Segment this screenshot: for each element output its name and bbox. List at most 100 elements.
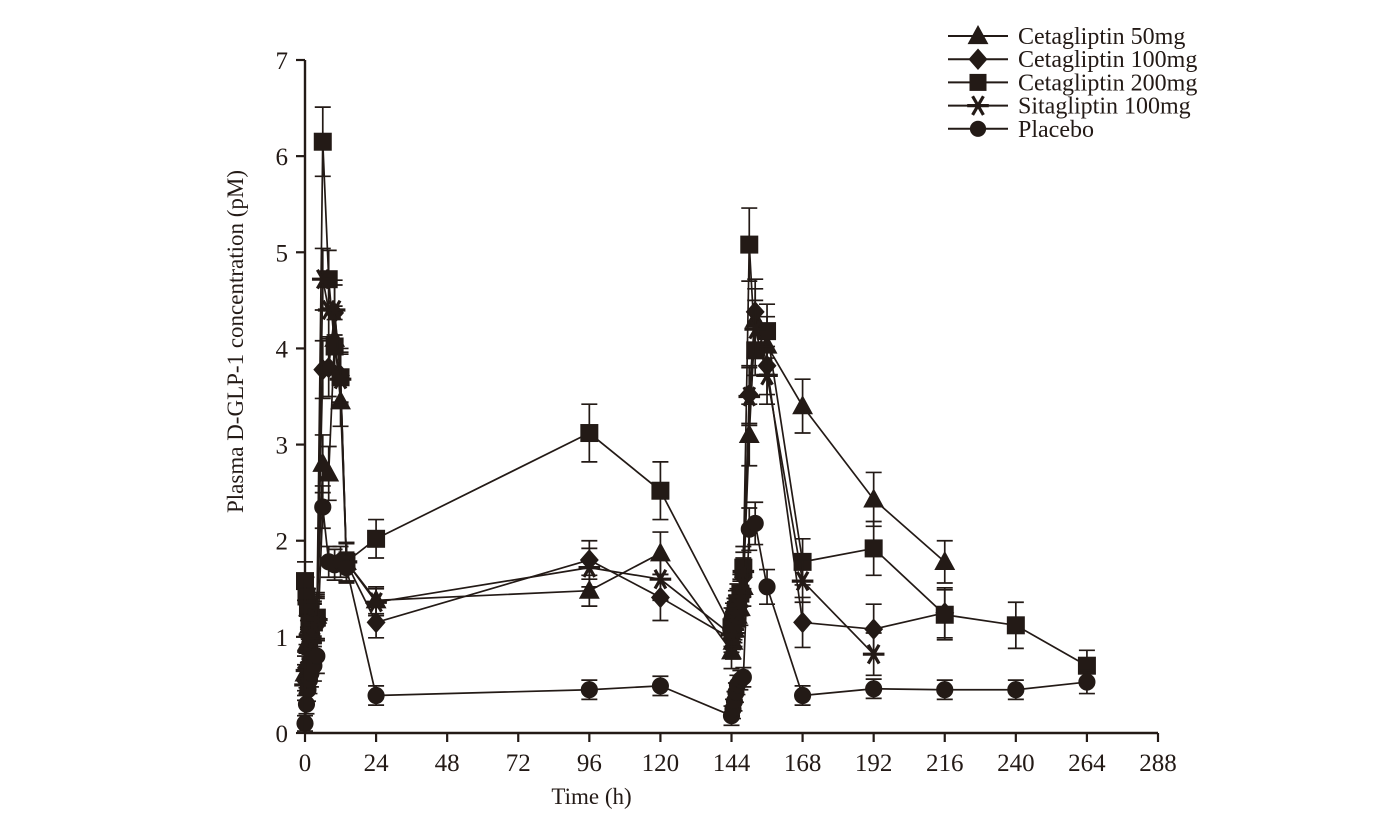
data-point-marker-star bbox=[862, 644, 885, 665]
data-point-marker-star bbox=[738, 386, 761, 407]
data-point-marker-circle bbox=[314, 498, 332, 516]
error-bars bbox=[297, 287, 953, 692]
x-axis-tick-label: 240 bbox=[997, 750, 1035, 777]
x-axis-tick-label: 216 bbox=[926, 750, 964, 777]
legend-item-cetagliptin-100mg[interactable]: Cetagliptin 100mg bbox=[948, 47, 1197, 73]
y-axis-tick-label: 7 bbox=[276, 48, 289, 75]
series-line bbox=[304, 278, 875, 686]
data-point-marker-star bbox=[756, 365, 778, 386]
data-point-marker-star bbox=[365, 592, 387, 613]
markers bbox=[294, 308, 956, 682]
data-point-marker-triangle bbox=[318, 462, 340, 482]
markers bbox=[294, 269, 885, 696]
legend-label: Placebo bbox=[1018, 117, 1094, 143]
y-axis-tick-label: 1 bbox=[276, 625, 289, 652]
data-point-marker-diamond bbox=[793, 611, 813, 634]
data-point-marker-triangle bbox=[863, 488, 885, 508]
series-cetagliptin-100mg bbox=[295, 278, 955, 697]
legend-label: Cetagliptin 100mg bbox=[1018, 47, 1197, 73]
data-point-marker-circle bbox=[651, 677, 669, 695]
data-point-marker-square bbox=[740, 235, 759, 254]
series-line bbox=[304, 506, 1088, 724]
axis-labels-layer: 0 1 2 3 4 5 6 7 0 24 48 72 96 120 144 168 192 216 240 264 28… bbox=[223, 48, 1177, 809]
data-point-marker-square bbox=[1006, 616, 1025, 635]
legend-item-sitagliptin-100mg[interactable]: Sitagliptin 100mg bbox=[948, 94, 1191, 120]
x-axis-tick-label: 120 bbox=[642, 750, 680, 777]
data-point-marker-star bbox=[329, 369, 352, 390]
data-point-marker-star bbox=[578, 557, 601, 578]
x-axis-tick-label: 96 bbox=[577, 750, 602, 777]
data-point-marker-circle bbox=[734, 668, 752, 686]
data-point-marker-square bbox=[313, 132, 332, 151]
data-point-marker-star bbox=[306, 609, 328, 630]
data-point-marker-circle bbox=[865, 680, 883, 698]
data-point-marker-square bbox=[651, 481, 670, 500]
error-bars bbox=[297, 278, 953, 697]
data-point-marker-square bbox=[758, 322, 777, 341]
data-point-marker-triangle bbox=[934, 550, 956, 570]
data-point-marker-square bbox=[325, 337, 344, 356]
data-point-marker-circle bbox=[746, 514, 764, 532]
x-axis-tick-label: 0 bbox=[299, 750, 312, 777]
y-axis-tick-label: 2 bbox=[276, 529, 289, 556]
data-point-marker-star bbox=[791, 570, 814, 592]
legend-label: Sitagliptin 100mg bbox=[1018, 94, 1191, 120]
data-point-marker-circle bbox=[794, 686, 812, 705]
x-axis-tick-label: 72 bbox=[506, 750, 531, 777]
data-point-marker-triangle bbox=[578, 579, 600, 599]
legend-item-cetagliptin-200mg[interactable]: Cetagliptin 200mg bbox=[948, 70, 1197, 96]
x-axis-tick-label: 264 bbox=[1068, 750, 1106, 777]
data-point-marker-square bbox=[864, 539, 883, 558]
markers bbox=[295, 301, 955, 691]
series-placebo bbox=[296, 485, 1096, 732]
series-layer bbox=[294, 106, 1096, 732]
legend-label: Cetagliptin 50mg bbox=[1018, 24, 1185, 50]
data-point-marker-circle bbox=[580, 681, 598, 699]
series-line bbox=[304, 311, 945, 681]
y-axis-tick-label: 6 bbox=[276, 144, 289, 171]
data-point-marker-star bbox=[967, 95, 989, 116]
data-point-marker-circle bbox=[969, 120, 987, 137]
series-cetagliptin-50mg bbox=[294, 287, 956, 692]
data-point-marker-star bbox=[323, 299, 346, 321]
data-point-marker-square bbox=[935, 605, 954, 624]
axes-layer bbox=[296, 58, 1160, 742]
data-point-marker-star bbox=[311, 269, 334, 290]
data-point-marker-circle bbox=[367, 686, 385, 705]
data-point-marker-diamond bbox=[968, 48, 988, 70]
data-point-marker-circle bbox=[936, 681, 954, 699]
y-axis-tick-label: 5 bbox=[276, 240, 289, 267]
data-point-marker-star bbox=[649, 569, 672, 590]
data-point-marker-diamond bbox=[366, 611, 386, 634]
markers bbox=[296, 132, 1096, 675]
legend-item-cetagliptin-50mg[interactable]: Cetagliptin 50mg bbox=[948, 24, 1185, 50]
data-point-marker-circle bbox=[1007, 681, 1025, 699]
data-point-marker-circle bbox=[308, 647, 326, 665]
y-axis-title: Plasma D-GLP-1 concentration (pM) bbox=[223, 170, 248, 513]
data-point-marker-circle bbox=[337, 559, 356, 577]
data-point-marker-circle bbox=[297, 695, 316, 713]
y-axis-tick-label: 0 bbox=[276, 721, 289, 748]
series-sitagliptin-100mg bbox=[294, 247, 885, 702]
x-axis-title: Time (h) bbox=[551, 784, 631, 809]
legend-item-placebo[interactable]: Placebo bbox=[948, 117, 1094, 143]
data-point-marker-circle bbox=[1078, 673, 1096, 691]
data-point-marker-star bbox=[744, 319, 766, 340]
data-point-marker-square bbox=[969, 73, 987, 91]
data-point-marker-triangle bbox=[738, 423, 760, 444]
data-point-marker-star bbox=[729, 586, 752, 607]
x-axis-tick-label: 192 bbox=[855, 750, 893, 777]
series-line bbox=[304, 140, 1088, 667]
series-line bbox=[304, 318, 946, 674]
x-axis-tick-label: 288 bbox=[1139, 750, 1177, 777]
x-axis-tick-label: 168 bbox=[784, 750, 822, 777]
x-axis-tick-label: 144 bbox=[713, 750, 751, 777]
data-point-marker-triangle bbox=[792, 395, 814, 415]
y-axis-tick-label: 3 bbox=[276, 433, 289, 460]
data-point-marker-square bbox=[367, 529, 386, 548]
x-axis-tick-label: 48 bbox=[435, 750, 460, 777]
x-axis-tick-label: 24 bbox=[364, 750, 390, 777]
